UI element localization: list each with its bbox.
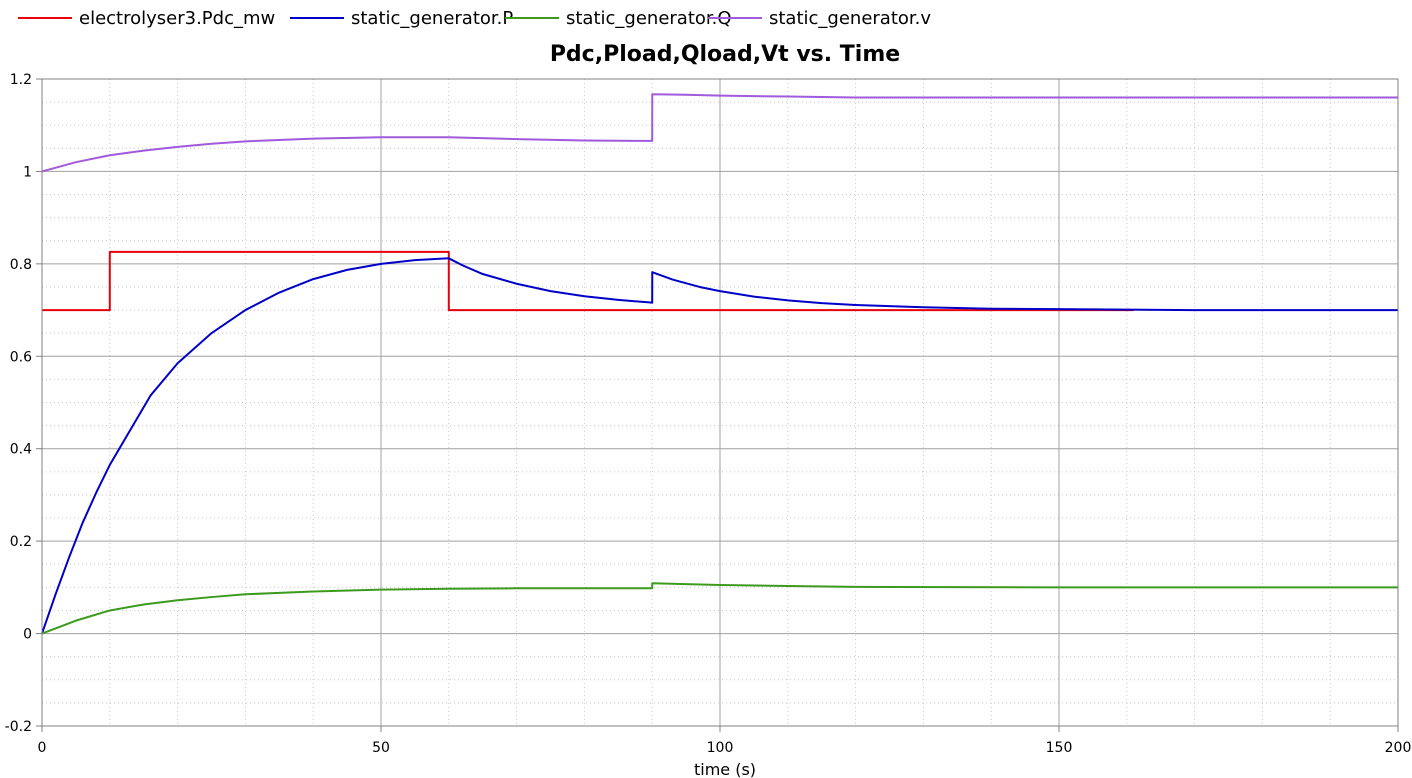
- legend-label-0: electrolyser3.Pdc_mw: [79, 8, 275, 29]
- y-tick-label: 0.6: [10, 349, 32, 365]
- series-line-1: [41, 257, 1398, 634]
- x-tick-label: 50: [372, 740, 390, 756]
- chart-title: Pdc,Pload,Qload,Vt vs. Time: [550, 42, 900, 67]
- legend-label-1: static_generator.P: [351, 8, 513, 29]
- x-tick-label: 100: [707, 740, 734, 756]
- legend-label-3: static_generator.v: [769, 8, 931, 29]
- x-tick-label: 0: [38, 740, 47, 756]
- legend: electrolyser3.Pdc_mw static_generator.P st…: [18, 8, 931, 29]
- y-tick-label: 0: [23, 627, 32, 643]
- x-axis-label: time (s): [694, 760, 756, 778]
- y-tick-label: -0.2: [5, 719, 32, 735]
- x-tick-label: 200: [1385, 740, 1412, 756]
- y-tick-label: 0.2: [10, 534, 32, 550]
- x-axis: 0 50 100 150 200: [38, 726, 1412, 756]
- series-layer: [41, 93, 1398, 635]
- y-axis: -0.2 0 0.2 0.4 0.6 0.8 1 1.2: [5, 72, 42, 735]
- y-tick-label: 1: [23, 164, 32, 180]
- y-tick-label: 0.8: [10, 257, 32, 273]
- y-tick-label: 0.4: [10, 442, 32, 458]
- y-tick-label: 1.2: [10, 72, 32, 88]
- series-line-0: [42, 250, 1134, 312]
- legend-label-2: static_generator.Q: [566, 8, 732, 29]
- x-tick-label: 150: [1046, 740, 1073, 756]
- series-line-2: [41, 582, 1398, 635]
- series-line-3: [41, 93, 1398, 173]
